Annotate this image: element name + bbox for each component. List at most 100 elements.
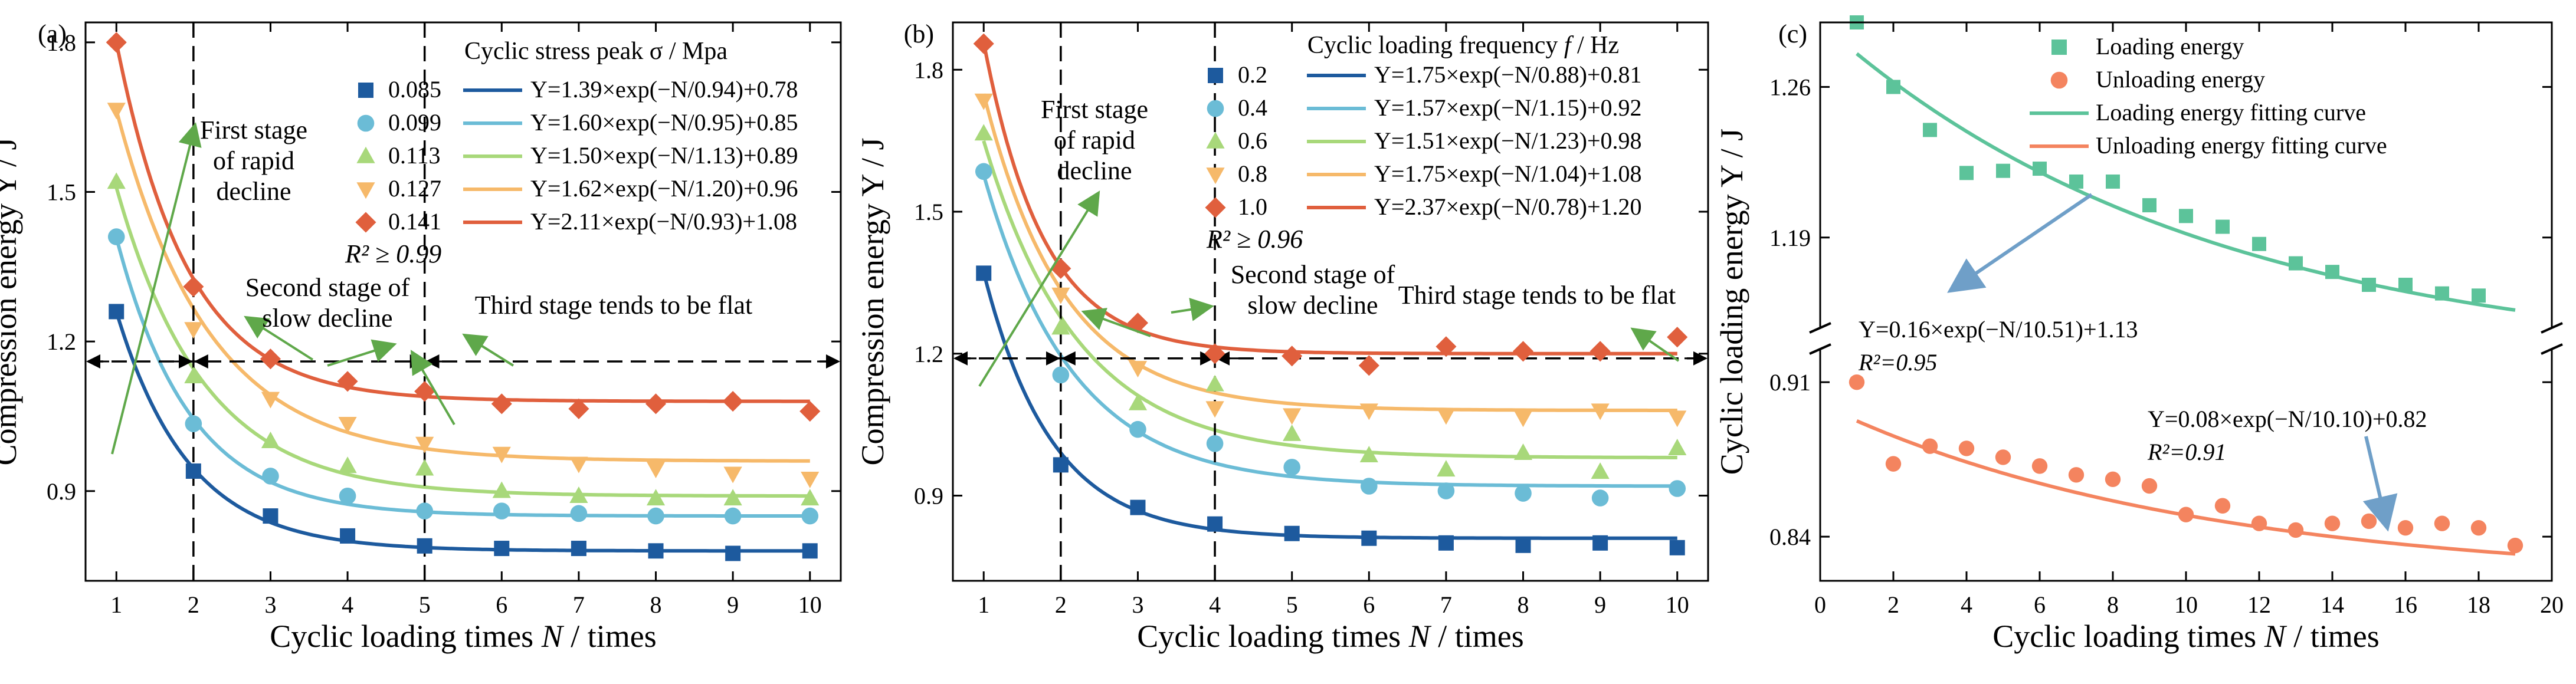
stage1-label: First stage — [200, 116, 307, 144]
data-point-Unloading energy-1 — [1849, 374, 1865, 390]
data-point-Unloading energy-17 — [2434, 515, 2450, 531]
data-point-Loading energy-3 — [1923, 123, 1937, 137]
annotation-arrow — [1171, 298, 1214, 321]
panel-label: (a) — [38, 19, 67, 48]
data-point-0.8-6 — [1359, 403, 1378, 420]
x-tick-label: 1 — [110, 591, 122, 618]
data-point-0.6-7 — [1437, 460, 1456, 477]
y-axis-title: Cyclic loading energy Y / J — [1714, 129, 1749, 475]
data-point-0.2-4 — [1207, 516, 1223, 532]
annotation-arrow — [462, 333, 514, 367]
data-point-1.0-1 — [973, 33, 994, 54]
data-point-0.085-1 — [109, 304, 124, 320]
data-point-Loading energy-10 — [2179, 209, 2193, 223]
data-point-1.0-7 — [1436, 336, 1457, 357]
data-point-Unloading energy-11 — [2214, 498, 2231, 514]
legend-marker-Loading energy — [2051, 40, 2067, 55]
data-point-0.4-1 — [975, 163, 992, 180]
annotation-arrow — [244, 315, 314, 361]
x-tick-label: 10 — [1666, 591, 1689, 618]
data-point-0.4-2 — [1052, 366, 1070, 384]
x-tick-label: 5 — [1286, 591, 1298, 618]
data-point-0.6-6 — [1359, 446, 1378, 463]
data-point-Unloading energy-13 — [2287, 522, 2304, 538]
data-point-0.4-9 — [1591, 489, 1609, 507]
data-point-0.099-4 — [339, 487, 356, 505]
data-point-0.127-3 — [261, 392, 280, 409]
y-tick-label: 0.91 — [1769, 369, 1811, 396]
legend-marker-0.127 — [356, 182, 375, 199]
x-tick-label: 10 — [2174, 591, 2198, 618]
data-point-Loading energy-2 — [1886, 80, 1900, 94]
data-point-Unloading energy-3 — [1922, 438, 1938, 454]
x-tick-label: 18 — [2467, 591, 2490, 618]
data-point-Unloading energy-7 — [2068, 467, 2085, 483]
fit-curve-0.6 — [982, 140, 1677, 459]
stage2-label: Second stage of — [245, 273, 410, 302]
data-point-0.099-5 — [416, 502, 433, 519]
data-point-0.113-3 — [261, 432, 280, 448]
data-point-Loading energy-18 — [2472, 288, 2486, 303]
x-tick-label: 0 — [1814, 591, 1826, 618]
data-point-Loading energy-13 — [2289, 256, 2303, 271]
data-point-0.4-6 — [1361, 478, 1378, 495]
data-point-0.8-10 — [1668, 410, 1687, 427]
legend-entry-label: 0.4 — [1238, 94, 1267, 121]
x-tick-label: 4 — [1209, 591, 1221, 618]
x-tick-label: 8 — [2107, 591, 2119, 618]
legend-marker-0.2 — [1208, 68, 1223, 83]
data-point-0.113-7 — [569, 486, 588, 503]
data-point-1.0-3 — [1127, 313, 1149, 334]
data-point-0.141-3 — [260, 348, 281, 370]
data-point-1.0-8 — [1512, 341, 1534, 362]
stage2-label: Second stage of — [1231, 260, 1395, 289]
legend-entry-label: Loading energy fitting curve — [2096, 99, 2366, 126]
data-point-0.127-2 — [184, 322, 203, 339]
x-tick-label: 6 — [1363, 591, 1375, 618]
data-point-0.085-6 — [494, 541, 510, 557]
legend-entry-label: Loading energy — [2096, 33, 2244, 60]
plot-frame — [84, 21, 842, 582]
data-point-Loading energy-14 — [2325, 265, 2339, 279]
y-tick-label: 1.26 — [1769, 74, 1811, 100]
data-point-Unloading energy-12 — [2251, 515, 2267, 531]
fit-curve-0.2 — [982, 272, 1677, 540]
stage2-label: slow decline — [1247, 291, 1378, 320]
x-axis-title: Cyclic loading times N / times — [1992, 619, 2379, 654]
legend-entry-label: 0.127 — [388, 175, 441, 202]
legend-title: Cyclic stress peak σ / Mpa — [464, 38, 727, 65]
annotation-arrow — [111, 122, 202, 455]
x-tick-label: 3 — [1132, 591, 1143, 618]
data-point-0.141-7 — [568, 398, 589, 419]
data-point-0.113-10 — [801, 489, 820, 506]
y-tick-label: 1.5 — [47, 179, 76, 205]
x-tick-label: 6 — [496, 591, 507, 618]
data-point-0.113-5 — [415, 459, 434, 476]
data-point-0.113-9 — [723, 489, 742, 506]
legend-title-suffix: / Hz — [1571, 32, 1620, 59]
data-point-0.8-2 — [1051, 287, 1070, 304]
data-point-Unloading energy-9 — [2141, 478, 2158, 494]
legend-marker-0.8 — [1206, 167, 1225, 185]
y-tick-label: 0.84 — [1769, 524, 1811, 550]
data-point-Loading energy-6 — [2033, 162, 2047, 176]
data-point-0.127-6 — [492, 446, 511, 463]
x-axis-title-var: N — [1408, 619, 1432, 654]
y-tick-label: 1.8 — [914, 57, 943, 83]
legend-entry-label: Unloading energy fitting curve — [2096, 132, 2387, 159]
x-tick-label: 4 — [342, 591, 353, 618]
data-point-Loading energy-5 — [1996, 163, 2010, 178]
legend-title-prefix: Cyclic loading frequency — [1307, 32, 1564, 59]
data-point-0.127-4 — [338, 416, 357, 433]
data-point-0.4-10 — [1669, 480, 1686, 497]
legend-marker-0.113 — [356, 146, 375, 163]
x-tick-label: 4 — [1961, 591, 1972, 618]
data-point-0.141-9 — [722, 391, 743, 412]
stage1-label: of rapid — [1054, 126, 1135, 154]
loading-fit-r-squared: R²=0.95 — [1858, 349, 1937, 376]
stage2-label: slow decline — [262, 304, 392, 333]
data-point-0.2-6 — [1361, 530, 1377, 546]
legend-entry-label: 0.113 — [388, 142, 441, 169]
data-point-0.085-2 — [185, 463, 201, 479]
